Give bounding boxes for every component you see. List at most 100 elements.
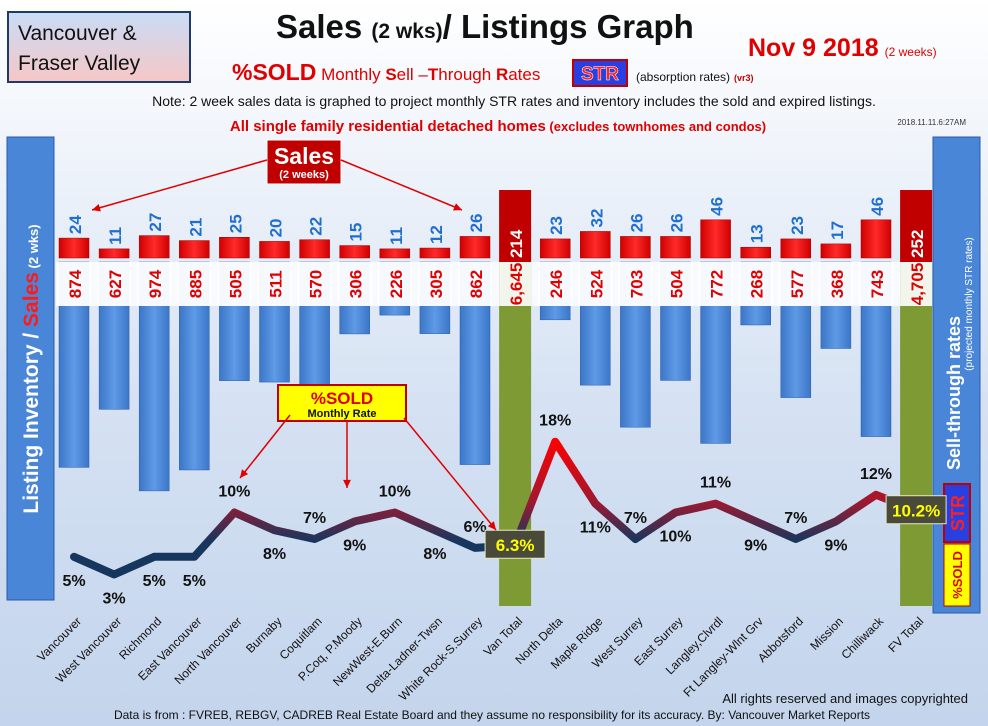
sales-label-van-total: 214 — [507, 229, 526, 258]
listing-label-abbotsford: 577 — [788, 270, 807, 298]
right-axis-label: Sell-through rates — [944, 316, 964, 470]
sold-callout-arrow-left — [239, 414, 291, 479]
subtitle-monthly: Monthly — [316, 65, 385, 84]
listing-label-cell-langley-clvrdl — [698, 262, 733, 306]
str-badge-label: STR — [581, 64, 619, 85]
sales-bar-burnaby — [259, 241, 290, 259]
note-line: Note: 2 week sales data is graphed to pr… — [152, 93, 876, 109]
left-label-sales: Sales — [20, 272, 43, 327]
sales-label-white-rock-s-surrey: 26 — [467, 213, 486, 232]
subtitle-pct: %SOLD — [232, 59, 316, 85]
listing-label-cell-richmond — [137, 262, 172, 306]
subtitle-dash: – — [418, 65, 428, 84]
listing-label-langley-clvrdl: 772 — [708, 270, 727, 298]
sales-bar-abbotsford — [780, 238, 812, 259]
sold-label-coquitlam: 7% — [303, 510, 326, 527]
subtitle-ell: ell — [397, 65, 419, 84]
sales-label-richmond: 27 — [146, 213, 165, 232]
sold-callout-title: %SOLD — [311, 389, 373, 408]
callouts-layer: Sales (2 weeks) %SOLD Monthly Rate — [91, 139, 497, 531]
listing-label-cell-fv-total — [900, 262, 933, 306]
right-label-str: Sell-through rates — [944, 316, 964, 470]
scope-line: All single family residential detached h… — [230, 118, 766, 135]
sales-bar-newwest-e-burn — [379, 248, 411, 259]
right-pct-badge — [943, 543, 971, 607]
subtitle: %SOLD Monthly Sell –Through Rates — [232, 59, 540, 85]
sold-label-van-total: 6.3% — [496, 536, 535, 555]
listing-label-richmond: 974 — [146, 269, 165, 298]
listing-label-mission: 368 — [828, 270, 847, 298]
subtitle-s: S — [385, 65, 396, 84]
listing-label-p-coq-p-moody: 306 — [347, 270, 366, 298]
listing-label-west-surrey: 703 — [627, 270, 646, 298]
listing-label-west-vancouver: 627 — [106, 270, 125, 298]
sold-label-newwest-e-burn: 10% — [379, 484, 411, 501]
sales-bar-east-surrey — [660, 236, 691, 259]
sales-bar-mission — [820, 243, 852, 259]
sales-label-north-delta: 23 — [547, 216, 566, 235]
sales-label-chilliwack: 46 — [868, 197, 887, 216]
sales-label-mission: 17 — [828, 221, 847, 240]
sales-bar-van-total — [499, 190, 532, 262]
listing-label-fv-total: 4,705 — [908, 263, 927, 306]
sales-callout-arrow-left — [91, 159, 268, 211]
sold-callout-arrow-mid-head — [343, 479, 351, 488]
subtitle-r: R — [496, 65, 508, 84]
report-date: Nov 9 2018 (2 weeks) — [748, 34, 937, 62]
left-label-period: (2 wks) — [26, 224, 41, 272]
sold-label-north-vancouver: 10% — [218, 484, 250, 501]
listing-label-ft-langley-wlnt-grv: 268 — [748, 270, 767, 298]
listing-label-north-vancouver: 505 — [226, 270, 245, 298]
sold-label-white-rock-s-surrey: 6% — [463, 519, 486, 536]
subtitle-t: T — [428, 65, 439, 84]
region-box — [7, 11, 191, 83]
sold-label-langley-clvrdl: 11% — [700, 475, 731, 492]
sales-label-abbotsford: 23 — [788, 216, 807, 235]
listing-label-cell-maple-ridge — [578, 262, 613, 306]
left-axis-panel — [6, 136, 55, 601]
sold-total-badge-van-total — [484, 529, 546, 559]
listing-label-cell-west-surrey — [618, 262, 653, 306]
listing-label-cell-mission — [818, 262, 853, 306]
sales-label-maple-ridge: 32 — [587, 209, 606, 228]
report-date-main: Nov 9 2018 — [748, 34, 879, 62]
source-text: Data is from : FVREB, REBGV, CADREB Real… — [114, 708, 870, 722]
sales-label-langley-clvrdl: 46 — [708, 197, 727, 216]
timestamp: 2018.11.11.6:27AM — [897, 118, 966, 127]
sold-label-burnaby: 8% — [263, 546, 286, 563]
listing-label-chilliwack: 743 — [868, 270, 887, 298]
sold-total-badge-fv-total — [885, 495, 947, 525]
sold-label-ft-langley-wlnt-grv: 9% — [744, 537, 767, 554]
sales-label-newwest-e-burn: 11 — [387, 227, 406, 245]
listing-label-newwest-e-burn: 226 — [387, 270, 406, 298]
sold-callout-arrow-left-head — [240, 469, 249, 478]
sales-callout-sub: (2 weeks) — [279, 169, 329, 181]
sales-bar-ft-langley-wlnt-grv — [740, 246, 771, 259]
right-str-badge-label: STR — [948, 495, 968, 531]
sales-label-east-vancouver: 21 — [186, 218, 205, 237]
sales-bar-white-rock-s-surrey — [459, 236, 491, 259]
sold-label-west-surrey: 7% — [624, 510, 647, 527]
listing-label-cell-north-vancouver — [217, 262, 252, 306]
sales-label-burnaby: 20 — [267, 218, 286, 237]
absorption-label: (absorption rates) — [636, 70, 730, 84]
title-listings: / Listings Graph — [443, 8, 694, 45]
region-line-1: Vancouver & — [18, 22, 137, 45]
left-axis-label: Listing Inventory / Sales (2 wks) — [20, 224, 43, 513]
sold-label-mission: 9% — [824, 537, 847, 554]
sales-bar-delta-ladner-twsn — [419, 247, 451, 259]
listing-label-maple-ridge: 524 — [587, 269, 606, 298]
right-str-badge — [943, 483, 971, 543]
sold-label-north-delta: 18% — [539, 413, 571, 430]
listing-label-cell-p-coq-p-moody — [337, 262, 372, 306]
sold-label-maple-ridge: 11% — [580, 520, 611, 537]
sales-bar-vancouver — [58, 237, 90, 259]
listing-label-cell-abbotsford — [778, 262, 813, 306]
sold-label-delta-ladner-twsn: 8% — [423, 546, 446, 563]
listing-label-north-delta: 246 — [547, 270, 566, 298]
sales-bar-chilliwack — [860, 219, 892, 259]
sales-bar-west-surrey — [620, 236, 651, 259]
sold-label-abbotsford: 7% — [784, 510, 807, 527]
version-label: (vr3) — [734, 73, 754, 83]
